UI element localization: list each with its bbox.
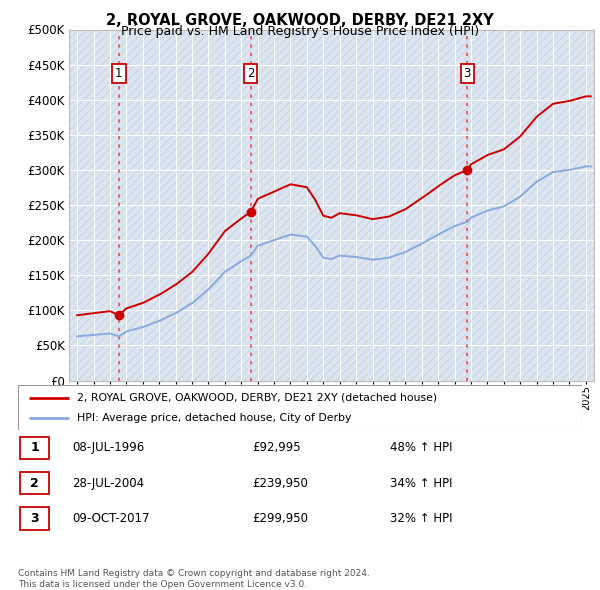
Text: 1: 1 xyxy=(115,67,122,80)
Text: 3: 3 xyxy=(463,67,471,80)
Text: 32% ↑ HPI: 32% ↑ HPI xyxy=(390,512,452,525)
Text: £92,995: £92,995 xyxy=(252,441,301,454)
Text: 28-JUL-2004: 28-JUL-2004 xyxy=(72,477,144,490)
Text: Contains HM Land Registry data © Crown copyright and database right 2024.
This d: Contains HM Land Registry data © Crown c… xyxy=(18,569,370,589)
Text: 48% ↑ HPI: 48% ↑ HPI xyxy=(390,441,452,454)
Text: 2: 2 xyxy=(30,477,39,490)
Text: 2: 2 xyxy=(247,67,254,80)
Text: 2, ROYAL GROVE, OAKWOOD, DERBY, DE21 2XY (detached house): 2, ROYAL GROVE, OAKWOOD, DERBY, DE21 2XY… xyxy=(77,393,437,402)
Text: 2, ROYAL GROVE, OAKWOOD, DERBY, DE21 2XY: 2, ROYAL GROVE, OAKWOOD, DERBY, DE21 2XY xyxy=(106,13,494,28)
Text: Price paid vs. HM Land Registry's House Price Index (HPI): Price paid vs. HM Land Registry's House … xyxy=(121,25,479,38)
Text: £299,950: £299,950 xyxy=(252,512,308,525)
Text: 3: 3 xyxy=(30,512,39,525)
Text: 34% ↑ HPI: 34% ↑ HPI xyxy=(390,477,452,490)
Text: 1: 1 xyxy=(30,441,39,454)
Text: £239,950: £239,950 xyxy=(252,477,308,490)
Text: HPI: Average price, detached house, City of Derby: HPI: Average price, detached house, City… xyxy=(77,414,352,424)
Text: 08-JUL-1996: 08-JUL-1996 xyxy=(72,441,144,454)
Text: 09-OCT-2017: 09-OCT-2017 xyxy=(72,512,149,525)
